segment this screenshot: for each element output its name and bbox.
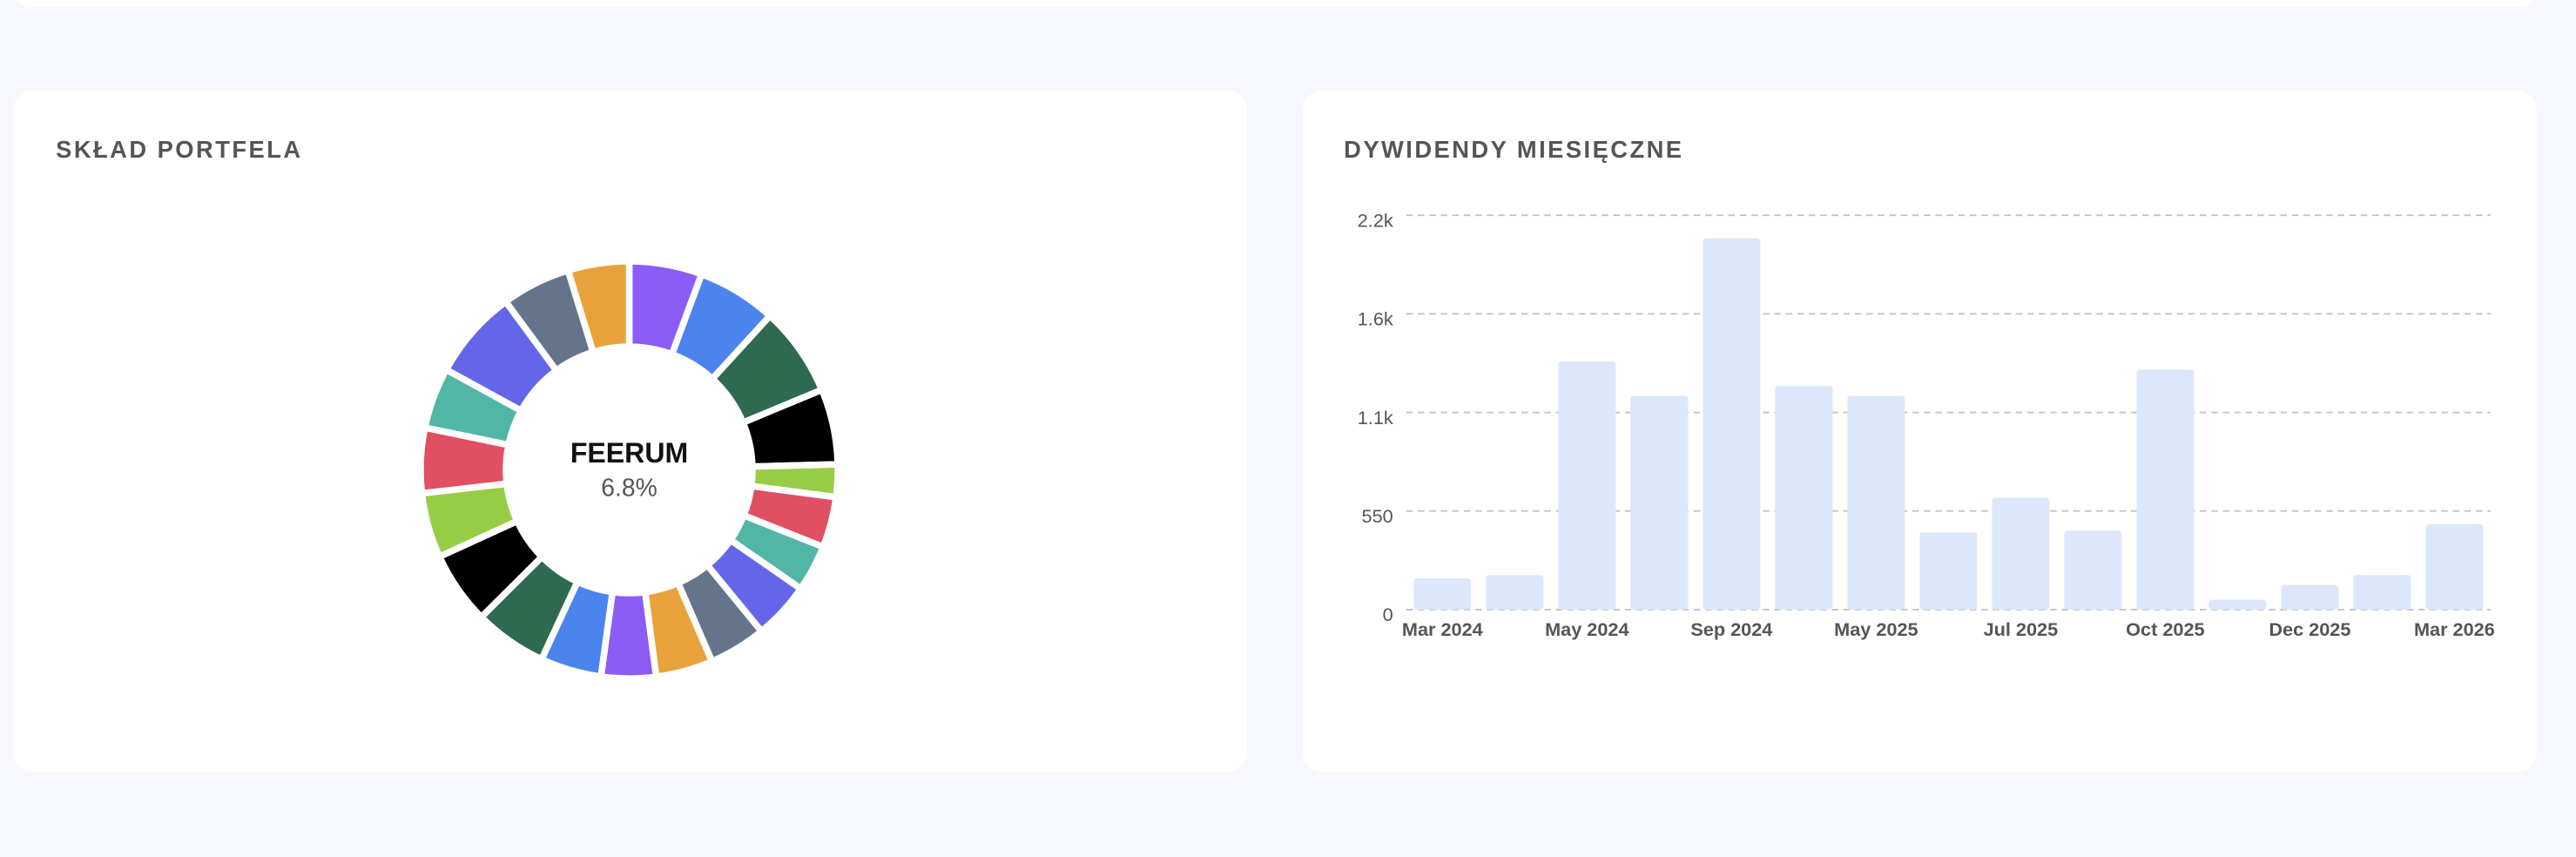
- y-tick-label: 550: [1362, 505, 1393, 527]
- donut-chart: [417, 258, 841, 682]
- bar: [1992, 497, 2050, 610]
- y-tick-label: 2.2k: [1358, 209, 1393, 231]
- x-tick-label: Oct 2025: [2126, 618, 2204, 640]
- bar: [1703, 238, 1761, 610]
- bar: [2064, 530, 2122, 610]
- center-label: FEERUM: [570, 437, 688, 469]
- card: [1302, 90, 2537, 773]
- card-title: SKŁAD PORTFELA: [56, 136, 302, 163]
- x-tick-label: Dec 2025: [2269, 618, 2350, 640]
- bar: [1775, 386, 1833, 610]
- top-card: [16, 0, 2533, 7]
- bar-chart: 0 550 1.1k 1.6k 2.2k Mar 2024 May 2024 Sep 2024…: [1358, 209, 2495, 640]
- y-tick-label: 0: [1383, 604, 1393, 625]
- x-tick-label: Mar 2024: [1402, 618, 1483, 640]
- center-value: 6.8%: [601, 474, 657, 502]
- bar: [2281, 584, 2339, 610]
- donut-segment: [563, 258, 633, 356]
- x-tick-label: Sep 2024: [1690, 618, 1772, 640]
- card: [13, 90, 1247, 773]
- x-tick-label: May 2024: [1545, 618, 1629, 640]
- bar: [1847, 395, 1905, 610]
- card-title: DYWIDENDY MIESIĘCZNE: [1344, 136, 1683, 163]
- bar: [2136, 369, 2195, 610]
- bar: [1413, 578, 1472, 610]
- bar: [1630, 395, 1689, 610]
- bar: [2425, 523, 2484, 610]
- bar: [1558, 361, 1616, 610]
- x-tick-label: Jul 2025: [1984, 618, 2059, 640]
- bar: [1486, 575, 1544, 610]
- x-tick-label: Mar 2026: [2414, 618, 2495, 640]
- bar: [2208, 599, 2267, 610]
- bar: [1919, 532, 1978, 610]
- bar: [2353, 575, 2411, 610]
- y-tick-label: 1.1k: [1358, 407, 1393, 428]
- x-tick-label: May 2025: [1834, 618, 1918, 640]
- y-tick-label: 1.6k: [1358, 308, 1393, 330]
